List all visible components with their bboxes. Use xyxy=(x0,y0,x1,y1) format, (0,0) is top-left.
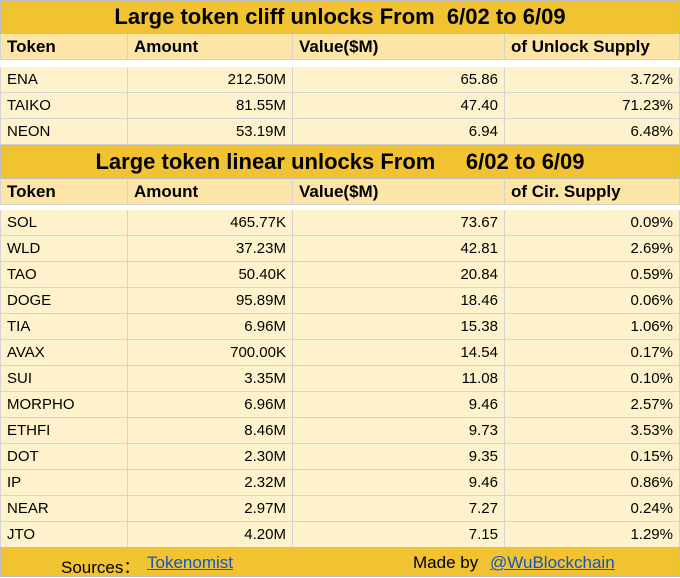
linear-supply-cell: 1.06% xyxy=(505,314,680,340)
linear-value-cell: 9.35 xyxy=(293,444,505,470)
linear-table-row: WLD 37.23M 42.81 2.69% xyxy=(0,236,680,262)
cliff-header-supply: of Unlock Supply xyxy=(505,34,680,60)
footer-bar: Sources： Tokenomist Made by @WuBlockchai… xyxy=(0,547,680,577)
wublockchain-link[interactable]: @WuBlockchain xyxy=(490,553,615,572)
linear-supply-cell: 0.10% xyxy=(505,366,680,392)
linear-supply-cell: 0.06% xyxy=(505,288,680,314)
linear-token-cell: TAO xyxy=(0,262,128,288)
linear-header-row: Token Amount Value($M) of Cir. Supply xyxy=(0,179,680,205)
linear-value-cell: 9.46 xyxy=(293,392,505,418)
linear-header-amount: Amount xyxy=(128,179,293,205)
linear-table-row: MORPHO 6.96M 9.46 2.57% xyxy=(0,392,680,418)
linear-table-row: AVAX 700.00K 14.54 0.17% xyxy=(0,340,680,366)
tokenomist-link[interactable]: Tokenomist xyxy=(147,553,233,572)
linear-amount-cell: 2.30M xyxy=(128,444,293,470)
linear-amount-cell: 465.77K xyxy=(128,210,293,236)
linear-token-cell: TIA xyxy=(0,314,128,340)
linear-token-cell: WLD xyxy=(0,236,128,262)
linear-supply-cell: 0.15% xyxy=(505,444,680,470)
linear-amount-cell: 2.97M xyxy=(128,496,293,522)
cliff-value-cell: 6.94 xyxy=(293,119,505,145)
cliff-amount-cell: 81.55M xyxy=(128,93,293,119)
cliff-amount-cell: 212.50M xyxy=(128,67,293,93)
linear-supply-cell: 0.86% xyxy=(505,470,680,496)
linear-value-cell: 42.81 xyxy=(293,236,505,262)
cliff-token-cell: NEON xyxy=(0,119,128,145)
linear-token-cell: ETHFI xyxy=(0,418,128,444)
linear-value-cell: 9.46 xyxy=(293,470,505,496)
linear-value-cell: 15.38 xyxy=(293,314,505,340)
cliff-header-value: Value($M) xyxy=(293,34,505,60)
linear-supply-cell: 0.09% xyxy=(505,210,680,236)
linear-table-row: SOL 465.77K 73.67 0.09% xyxy=(0,210,680,236)
linear-table-row: DOT 2.30M 9.35 0.15% xyxy=(0,444,680,470)
linear-value-cell: 73.67 xyxy=(293,210,505,236)
linear-amount-cell: 700.00K xyxy=(128,340,293,366)
linear-amount-cell: 37.23M xyxy=(128,236,293,262)
cliff-value-cell: 47.40 xyxy=(293,93,505,119)
linear-token-cell: MORPHO xyxy=(0,392,128,418)
linear-header-supply: of Cir. Supply xyxy=(505,179,680,205)
linear-supply-cell: 1.29% xyxy=(505,522,680,548)
linear-value-cell: 9.73 xyxy=(293,418,505,444)
cliff-value-cell: 65.86 xyxy=(293,67,505,93)
cliff-header-row: Token Amount Value($M) of Unlock Supply xyxy=(0,34,680,60)
linear-table-row: TIA 6.96M 15.38 1.06% xyxy=(0,314,680,340)
linear-amount-cell: 6.96M xyxy=(128,392,293,418)
linear-supply-cell: 2.57% xyxy=(505,392,680,418)
linear-table-row: IP 2.32M 9.46 0.86% xyxy=(0,470,680,496)
linear-amount-cell: 95.89M xyxy=(128,288,293,314)
linear-token-cell: AVAX xyxy=(0,340,128,366)
cliff-token-cell: TAIKO xyxy=(0,93,128,119)
linear-token-cell: NEAR xyxy=(0,496,128,522)
cliff-supply-cell: 71.23% xyxy=(505,93,680,119)
cliff-header-amount: Amount xyxy=(128,34,293,60)
linear-table-row: NEAR 2.97M 7.27 0.24% xyxy=(0,496,680,522)
linear-supply-cell: 2.69% xyxy=(505,236,680,262)
cliff-supply-cell: 3.72% xyxy=(505,67,680,93)
linear-amount-cell: 3.35M xyxy=(128,366,293,392)
linear-value-cell: 7.27 xyxy=(293,496,505,522)
linear-token-cell: DOGE xyxy=(0,288,128,314)
linear-amount-cell: 4.20M xyxy=(128,522,293,548)
linear-token-cell: SOL xyxy=(0,210,128,236)
linear-header-value: Value($M) xyxy=(293,179,505,205)
linear-value-cell: 11.08 xyxy=(293,366,505,392)
cliff-supply-cell: 6.48% xyxy=(505,119,680,145)
linear-table-row: SUI 3.35M 11.08 0.10% xyxy=(0,366,680,392)
linear-amount-cell: 6.96M xyxy=(128,314,293,340)
linear-amount-cell: 2.32M xyxy=(128,470,293,496)
linear-token-cell: IP xyxy=(0,470,128,496)
linear-token-cell: DOT xyxy=(0,444,128,470)
cliff-header-token: Token xyxy=(0,34,128,60)
linear-supply-cell: 3.53% xyxy=(505,418,680,444)
cliff-table-row: ENA 212.50M 65.86 3.72% xyxy=(0,67,680,93)
linear-table-row: ETHFI 8.46M 9.73 3.53% xyxy=(0,418,680,444)
linear-amount-cell: 8.46M xyxy=(128,418,293,444)
cliff-table-row: TAIKO 81.55M 47.40 71.23% xyxy=(0,93,680,119)
linear-table-row: TAO 50.40K 20.84 0.59% xyxy=(0,262,680,288)
linear-amount-cell: 50.40K xyxy=(128,262,293,288)
linear-token-cell: JTO xyxy=(0,522,128,548)
linear-supply-cell: 0.17% xyxy=(505,340,680,366)
linear-value-cell: 20.84 xyxy=(293,262,505,288)
linear-title: Large token linear unlocks From 6/02 to … xyxy=(0,145,680,179)
linear-table-row: DOGE 95.89M 18.46 0.06% xyxy=(0,288,680,314)
linear-table-row: JTO 4.20M 7.15 1.29% xyxy=(0,522,680,548)
linear-token-cell: SUI xyxy=(0,366,128,392)
linear-header-token: Token xyxy=(0,179,128,205)
linear-value-cell: 14.54 xyxy=(293,340,505,366)
linear-supply-cell: 0.24% xyxy=(505,496,680,522)
linear-supply-cell: 0.59% xyxy=(505,262,680,288)
cliff-amount-cell: 53.19M xyxy=(128,119,293,145)
cliff-token-cell: ENA xyxy=(0,67,128,93)
sources-label: Sources： xyxy=(61,558,141,577)
cliff-table-row: NEON 53.19M 6.94 6.48% xyxy=(0,119,680,145)
linear-value-cell: 7.15 xyxy=(293,522,505,548)
cliff-title: Large token cliff unlocks From 6/02 to 6… xyxy=(0,0,680,34)
linear-value-cell: 18.46 xyxy=(293,288,505,314)
made-by-label: Made by xyxy=(413,553,479,572)
